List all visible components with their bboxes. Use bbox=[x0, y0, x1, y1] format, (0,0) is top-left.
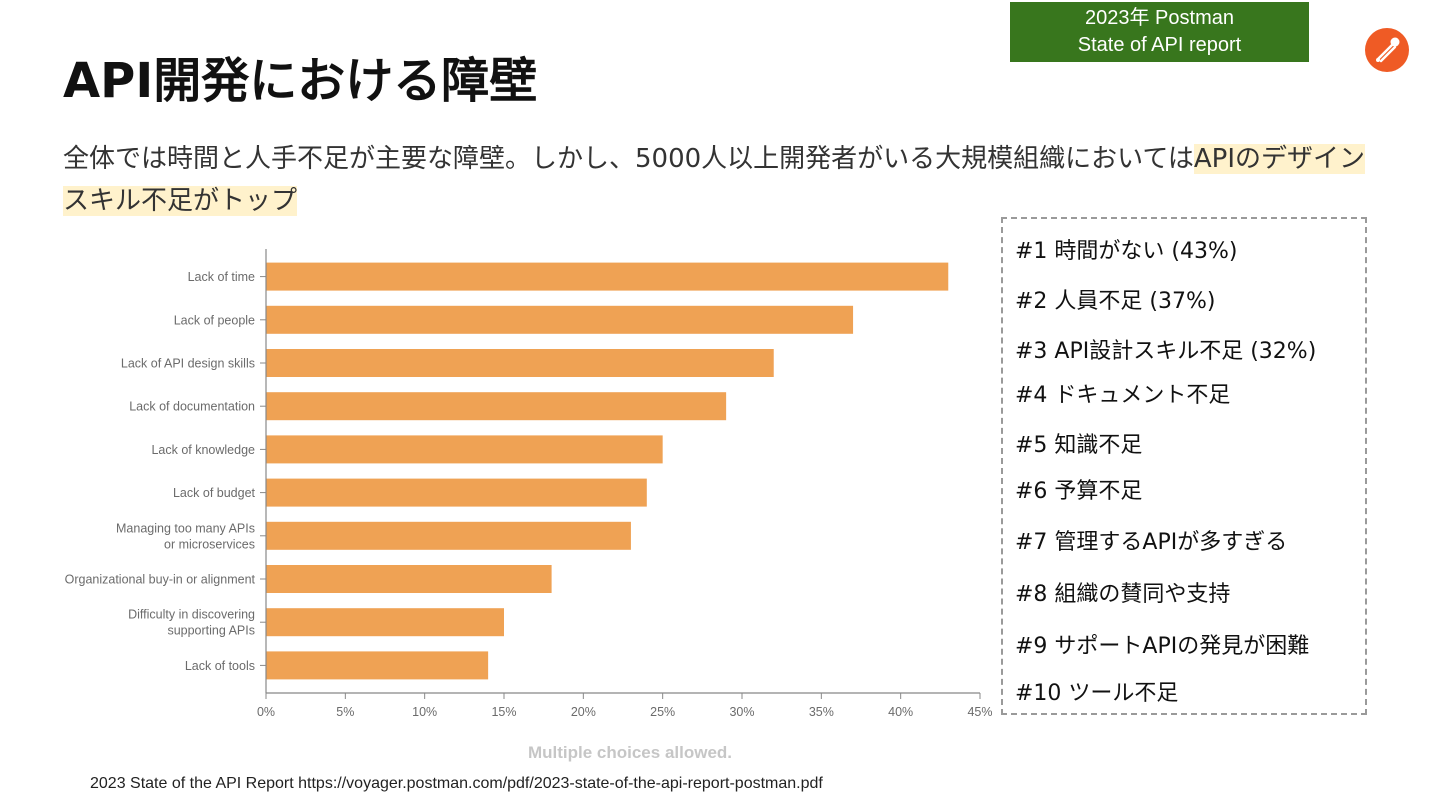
ranking-item-4: #4 ドキュメント不足 bbox=[1015, 383, 1231, 408]
bar-5 bbox=[266, 478, 647, 507]
x-tick-label-2: 10% bbox=[412, 705, 437, 719]
bar-2 bbox=[266, 349, 774, 377]
chart-x-ticks: 0% 5% 10% 15% 20% 25% 30% 35% 40% 45% bbox=[257, 693, 993, 719]
category-label-5: Lack of budget bbox=[173, 486, 256, 500]
ranking-item-6: #6 予算不足 bbox=[1015, 479, 1143, 504]
category-label-7: Organizational buy-in or alignment bbox=[65, 573, 256, 587]
category-label-6-1: or microservices bbox=[164, 537, 255, 551]
ranking-item-10: #10 ツール不足 bbox=[1015, 681, 1179, 706]
x-tick-label-6: 30% bbox=[729, 705, 754, 719]
postman-logo-icon bbox=[1365, 28, 1409, 72]
category-label-3: Lack of documentation bbox=[129, 400, 255, 414]
bar-4 bbox=[266, 435, 663, 464]
chart-bars bbox=[266, 262, 949, 680]
ranking-item-7: #7 管理するAPIが多すぎる bbox=[1015, 530, 1288, 555]
barriers-bar-chart: Lack of time Lack of people Lack of API de… bbox=[65, 249, 993, 719]
bar-0 bbox=[266, 262, 949, 291]
category-label-4: Lack of knowledge bbox=[151, 443, 255, 457]
category-label-1: Lack of people bbox=[174, 313, 255, 327]
badge-line-2: State of API report bbox=[1077, 34, 1242, 56]
bar-6 bbox=[266, 521, 631, 550]
x-tick-label-7: 35% bbox=[809, 705, 834, 719]
ranking-item-3: #3 API設計スキル不足 (32%) bbox=[1015, 339, 1317, 364]
ranking-item-2: #2 人員不足 (37%) bbox=[1015, 289, 1216, 314]
x-tick-label-9: 45% bbox=[967, 705, 992, 719]
bar-3 bbox=[266, 392, 727, 421]
x-tick-label-8: 40% bbox=[888, 705, 913, 719]
x-tick-label-3: 15% bbox=[491, 705, 516, 719]
category-label-0: Lack of time bbox=[188, 270, 255, 284]
chart-axes bbox=[260, 249, 980, 694]
ranking-box: #1 時間がない (43%) #2 人員不足 (37%) #3 API設計スキル… bbox=[1001, 217, 1367, 715]
badge-line-1: 2023年 Postman bbox=[1085, 7, 1234, 29]
category-label-8-1: supporting APIs bbox=[167, 624, 255, 638]
multiple-choice-note: Multiple choices allowed. bbox=[527, 743, 733, 762]
category-label-6-0: Managing too many APIs bbox=[116, 521, 255, 535]
ranking-item-8: #8 組織の賛同や支持 bbox=[1015, 582, 1231, 607]
report-badge: 2023年 Postman State of API report bbox=[1010, 2, 1309, 62]
bar-8 bbox=[266, 608, 504, 637]
category-label-8-0: Difficulty in discovering bbox=[128, 608, 255, 622]
source-citation: 2023 State of the API Report https://voy… bbox=[90, 775, 823, 792]
page-title: API開発における障壁 bbox=[63, 53, 538, 109]
x-tick-label-1: 5% bbox=[336, 705, 354, 719]
chart-category-labels: Lack of time Lack of people Lack of API de… bbox=[65, 270, 256, 673]
ranking-item-5: #5 知識不足 bbox=[1015, 433, 1143, 458]
subtitle: 全体では時間と人手不足が主要な障壁。しかし、5000人以上開発者がいる大規模組織… bbox=[63, 138, 1373, 222]
bar-9 bbox=[266, 651, 489, 680]
subtitle-text: 全体では時間と人手不足が主要な障壁。しかし、5000人以上開発者がいる大規模組織… bbox=[63, 144, 1194, 174]
x-tick-label-0: 0% bbox=[257, 705, 275, 719]
x-tick-label-4: 20% bbox=[571, 705, 596, 719]
bar-1 bbox=[266, 305, 854, 334]
category-label-2: Lack of API design skills bbox=[121, 357, 255, 371]
category-label-9: Lack of tools bbox=[185, 659, 255, 673]
bar-7 bbox=[266, 565, 552, 593]
ranking-item-1: #1 時間がない (43%) bbox=[1015, 239, 1238, 264]
ranking-item-9: #9 サポートAPIの発見が困難 bbox=[1015, 634, 1310, 659]
x-tick-label-5: 25% bbox=[650, 705, 675, 719]
